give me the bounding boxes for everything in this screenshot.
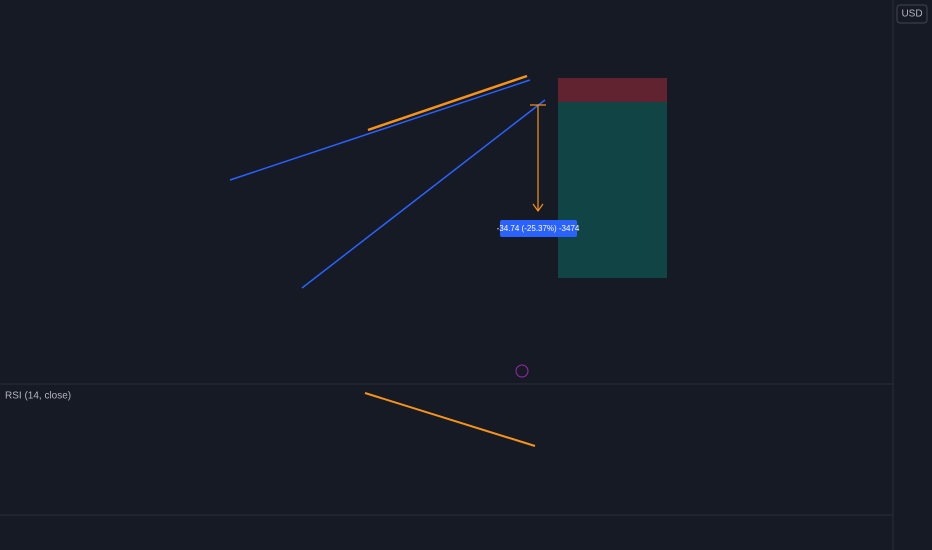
stop-zone bbox=[558, 78, 667, 102]
measure-label: -34.74 (-25.37%) -3474 bbox=[497, 224, 580, 233]
rsi-trendline bbox=[364, 392, 536, 447]
rsi-title: RSI (14, close) bbox=[5, 391, 71, 402]
measure-head bbox=[532, 203, 544, 213]
dividend-icon bbox=[515, 364, 529, 378]
upper-trendline bbox=[229, 79, 531, 181]
currency: USD bbox=[901, 9, 922, 20]
resistance-line bbox=[367, 74, 528, 132]
target-zone bbox=[558, 102, 667, 278]
measure-box bbox=[500, 220, 577, 237]
currency-box bbox=[896, 4, 928, 24]
lower-trendline bbox=[301, 99, 546, 289]
